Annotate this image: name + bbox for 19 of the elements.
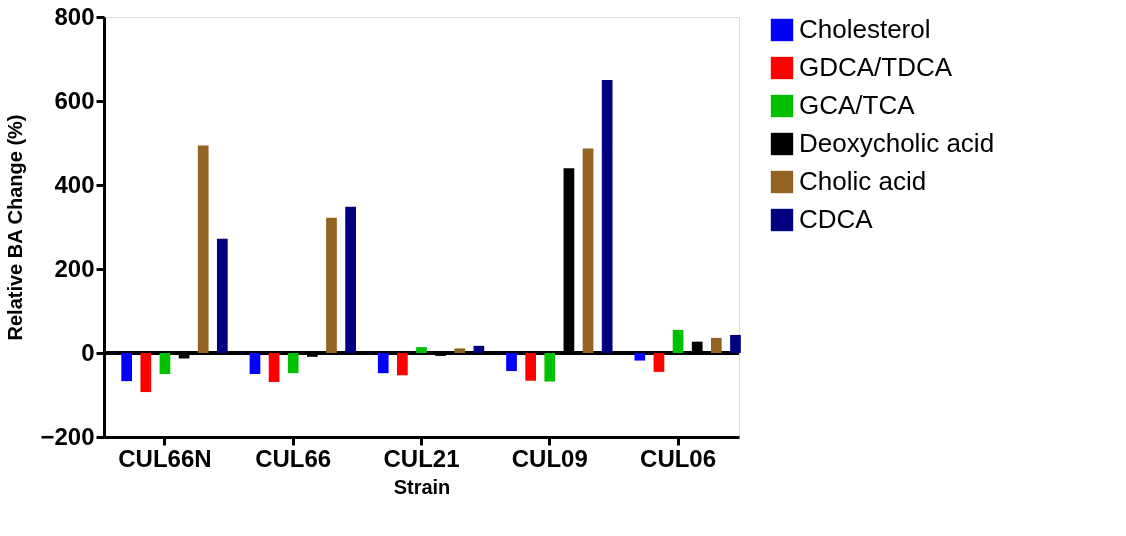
legend-label: GDCA/TDCA [799,52,953,82]
x-tick-label: CUL06 [640,444,717,472]
y-axis-title: Relative BA Change (%) [4,114,27,341]
y-tick-label: 200 [54,254,95,282]
y-tick-label: 600 [54,86,95,114]
legend-label: Cholic acid [799,166,927,196]
y-tick-label: 0 [81,338,95,366]
y-tick-label: −200 [40,422,95,450]
x-axis-title: Strain [393,475,451,498]
legend-label: GCA/TCA [799,90,916,120]
legend-label: CDCA [799,204,874,234]
y-tick-label: 800 [54,2,95,30]
x-tick-label: CUL09 [511,444,588,472]
x-tick-label: CUL66N [118,444,212,472]
x-tick-label: CUL66 [255,444,332,472]
legend-label: Cholesterol [799,14,931,44]
x-tick-label: CUL21 [383,444,460,472]
legend-label: Deoxycholic acid [799,128,995,158]
y-tick-label: 400 [54,170,95,198]
